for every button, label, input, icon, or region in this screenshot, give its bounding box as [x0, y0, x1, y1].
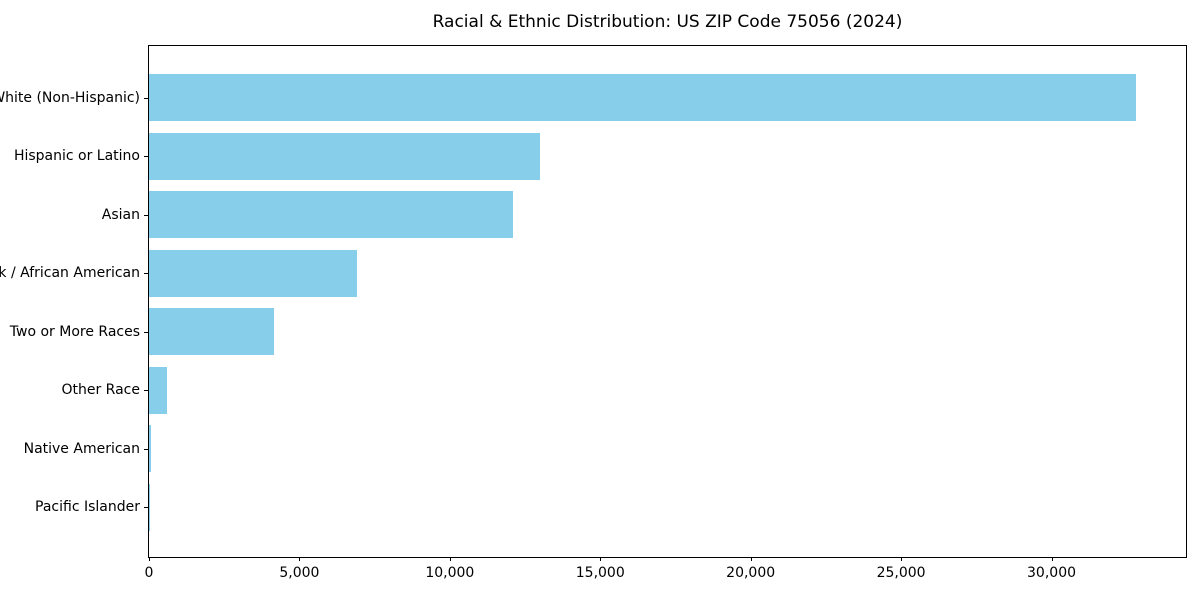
y-tick: [144, 507, 148, 509]
y-tick: [144, 390, 148, 392]
x-tick: [750, 557, 752, 561]
bar-hispanic-or-latino: [149, 132, 541, 180]
y-tick: [144, 273, 148, 275]
y-tick-label-native-american: Native American: [23, 440, 140, 457]
x-tick: [299, 557, 301, 561]
x-tick: [449, 557, 451, 561]
y-tick: [144, 448, 148, 450]
x-tick-label: 30,000: [1027, 565, 1077, 581]
bar-pacific-islander: [149, 483, 150, 531]
x-tick-label: 10,000: [425, 565, 475, 581]
y-tick: [144, 156, 148, 158]
x-tick-label: 25,000: [876, 565, 926, 581]
x-tick: [1051, 557, 1053, 561]
x-tick-label: 20,000: [726, 565, 776, 581]
x-tick-label: 15,000: [575, 565, 625, 581]
bar-white-non-hispanic: [149, 74, 1136, 121]
y-tick: [144, 214, 148, 216]
y-tick: [144, 97, 148, 99]
y-tick-label-hispanic-or-latino: Hispanic or Latino: [13, 148, 140, 165]
y-tick-label-black-african-american: Black / African American: [0, 265, 140, 282]
x-tick-label: 0: [144, 565, 154, 581]
bar-two-or-more-races: [149, 308, 274, 356]
y-tick-label-asian: Asian: [101, 206, 140, 223]
plot-area: White (Non-Hispanic) Hispanic or Latino As…: [0, 45, 1187, 581]
y-tick: [144, 331, 148, 333]
x-tick-label: 5,000: [279, 565, 320, 581]
y-tick-label-white-non-hispanic: White (Non-Hispanic): [0, 89, 140, 106]
y-tick-label-other-race: Other Race: [61, 382, 140, 399]
x-tick: [149, 557, 150, 561]
bar-native-american: [149, 425, 151, 473]
chart-title: Racial & Ethnic Distribution: US ZIP Cod…: [432, 12, 903, 32]
bar-other-race: [149, 366, 168, 414]
y-tick-label-two-or-more-races: Two or More Races: [9, 323, 140, 340]
bar-asian: [149, 191, 514, 239]
bar-black-african-american: [149, 249, 357, 297]
y-tick-label-pacific-islander: Pacific Islander: [35, 499, 140, 516]
x-tick: [600, 557, 602, 561]
x-tick: [901, 557, 903, 561]
